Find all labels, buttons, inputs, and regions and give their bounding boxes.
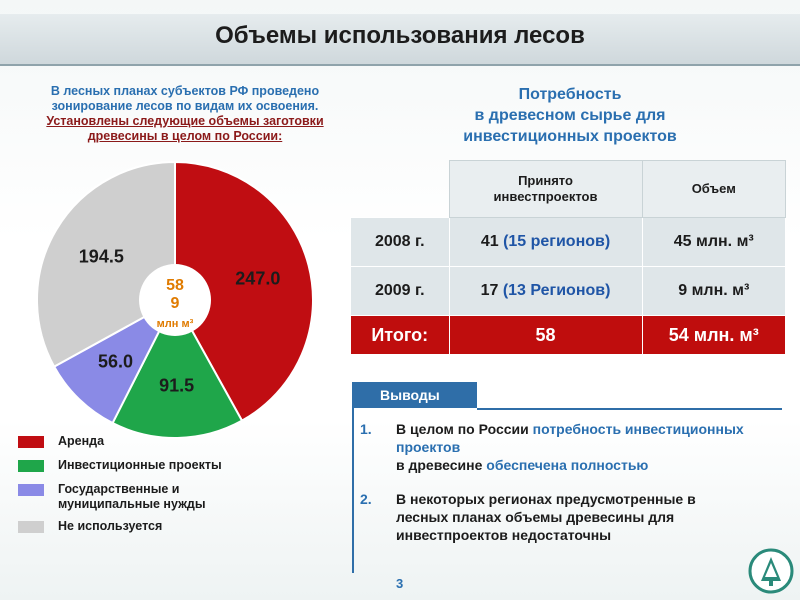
legend-swatch (18, 460, 44, 472)
table-cell-accepted: 17 (13 Регионов) (448, 266, 643, 316)
pie-center-hole (139, 264, 211, 336)
table-header-empty (351, 161, 450, 218)
table-total-label: Итого: (350, 315, 450, 355)
legend-label: Инвестиционные проекты (58, 458, 222, 472)
table-cell-year: 2008 г. (350, 217, 450, 267)
table-total-row: Итого: 58 54 млн. м³ (350, 315, 786, 355)
table-cell-volume: 9 млн. м³ (641, 266, 786, 316)
table-cell-volume: 45 млн. м³ (641, 217, 786, 267)
table-cell-accepted: 41 (15 регионов) (448, 217, 643, 267)
pie-slice (52, 297, 178, 425)
right-title-line3: инвестиционных проектов (463, 128, 677, 145)
pie-slice (174, 160, 314, 423)
legend-item-investment: Инвестиционные проекты (18, 458, 318, 482)
legend-label-line1: Государственные и (58, 482, 180, 496)
forest-agency-logo-icon (748, 548, 794, 594)
legend: Аренда Инвестиционные проекты Государств… (18, 434, 318, 543)
table-header-volume: Объем (641, 160, 786, 218)
table-cell-year: 2009 г. (350, 266, 450, 316)
pie-chart-svg: 247.0 91.5 56.0 194.5 589 млн м³ (36, 160, 314, 439)
table-total-count: 58 (448, 315, 643, 355)
pie-data-label: 194.5 (79, 246, 124, 266)
legend-item-arenda: Аренда (18, 434, 318, 458)
pie-center-label: 58 (166, 277, 184, 294)
conclusions-vrule (352, 408, 354, 573)
pie-slice (36, 160, 176, 369)
left-note-line2: Установлены следующие объемы заготовки д… (46, 114, 324, 143)
pie-center-label: млн м³ (157, 318, 194, 330)
conclusion-2: 2. В некоторых регионах предусмотренные … (360, 490, 760, 544)
table-total-volume: 54 млн. м³ (641, 315, 786, 355)
right-title: Потребность в древесном сырье для инвест… (420, 84, 720, 147)
title-bar (0, 14, 800, 66)
legend-swatch (18, 436, 44, 448)
pie-data-label: 91.5 (159, 376, 194, 396)
conclusion-number: 2. (360, 491, 372, 507)
table-row: 2009 г. 17 (13 Регионов) 9 млн. м³ (350, 266, 786, 316)
conclusion-text: В целом по России потребность инвестицио… (396, 421, 744, 473)
pie-slice (111, 297, 244, 439)
conclusion-1: 1. В целом по России потребность инвести… (360, 420, 760, 474)
pie-data-label: 56.0 (98, 352, 133, 372)
legend-label: Аренда (58, 434, 105, 448)
right-title-line1: Потребность (518, 86, 622, 103)
table-row: 2008 г. 41 (15 регионов) 45 млн. м³ (350, 217, 786, 267)
conclusions-tab: Выводы (352, 382, 477, 408)
conclusion-text: В некоторых регионах предусмотренные в л… (396, 491, 696, 543)
legend-label: Государственные и муниципальные нужды (58, 482, 206, 512)
page-title: Объемы использования лесов (215, 22, 585, 49)
legend-item-unused: Не используется (18, 519, 318, 543)
page-number: 3 (396, 576, 404, 591)
investment-table: Принято инвестпроектов Объем 2008 г. 41 (… (350, 160, 786, 355)
conclusions-rule (477, 408, 782, 410)
legend-item-government: Государственные и муниципальные нужды (18, 482, 318, 519)
pie-center-label: 9 (171, 295, 180, 312)
left-note: В лесных планах субъектов РФ проведено з… (10, 84, 360, 144)
pie-chart: 247.0 91.5 56.0 194.5 58 9 млн м³ (30, 155, 320, 445)
conclusion-number: 1. (360, 421, 372, 437)
legend-swatch (18, 521, 44, 533)
left-note-line1: В лесных планах субъектов РФ проведено з… (50, 84, 320, 113)
table-header-accepted: Принято инвестпроектов (448, 160, 643, 218)
pie-data-label: 247.0 (235, 269, 280, 289)
right-title-line2: в древесном сырье для (474, 107, 666, 124)
legend-label: Не используется (58, 519, 163, 533)
legend-swatch (18, 484, 44, 496)
legend-label-line2: муниципальные нужды (58, 497, 206, 511)
table-header-row: Принято инвестпроектов Объем (351, 160, 786, 218)
